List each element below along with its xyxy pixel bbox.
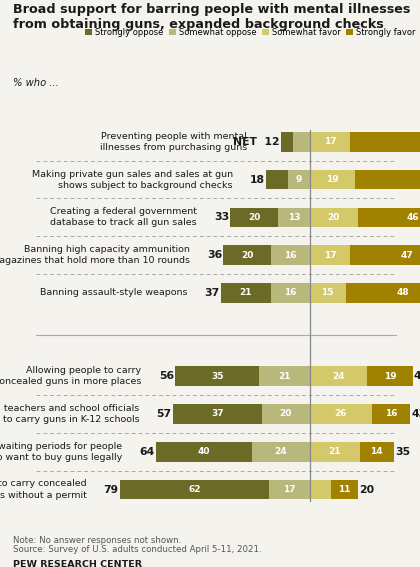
Text: 40: 40 bbox=[198, 447, 210, 456]
Text: 16: 16 bbox=[284, 251, 297, 260]
Bar bbox=[262, 404, 310, 424]
Text: 37: 37 bbox=[205, 288, 220, 298]
Bar bbox=[223, 246, 271, 265]
Bar bbox=[310, 442, 360, 462]
Bar bbox=[252, 442, 310, 462]
Text: 9: 9 bbox=[296, 175, 302, 184]
Bar bbox=[156, 442, 252, 462]
Text: Creating a federal government
database to track all gun sales: Creating a federal government database t… bbox=[50, 208, 197, 227]
Bar bbox=[310, 170, 355, 189]
Text: Banning high capacity ammunition
magazines that hold more than 10 rounds: Banning high capacity ammunition magazin… bbox=[0, 245, 189, 265]
Bar bbox=[281, 132, 293, 151]
Bar bbox=[231, 208, 278, 227]
Text: 24: 24 bbox=[275, 447, 287, 456]
Text: 35: 35 bbox=[395, 447, 410, 456]
Bar bbox=[346, 283, 420, 303]
Bar bbox=[350, 132, 420, 151]
Text: 20: 20 bbox=[248, 213, 260, 222]
Text: 16: 16 bbox=[385, 409, 397, 418]
Bar bbox=[310, 366, 367, 386]
Bar bbox=[310, 132, 350, 151]
Text: 35: 35 bbox=[211, 371, 223, 380]
Bar bbox=[278, 208, 310, 227]
Text: 62: 62 bbox=[188, 485, 201, 494]
Text: 46: 46 bbox=[407, 213, 419, 222]
Text: 19: 19 bbox=[384, 371, 396, 380]
Text: 18: 18 bbox=[250, 175, 265, 184]
Text: 17: 17 bbox=[283, 485, 296, 494]
Text: Allowing people to carry
concealed guns in more places: Allowing people to carry concealed guns … bbox=[0, 366, 142, 386]
Bar bbox=[357, 208, 420, 227]
Bar bbox=[266, 170, 288, 189]
Text: 20: 20 bbox=[359, 485, 374, 494]
Text: Source: Survey of U.S. adults conducted April 5-11, 2021.: Source: Survey of U.S. adults conducted … bbox=[13, 545, 261, 555]
Text: 17: 17 bbox=[324, 251, 336, 260]
Bar bbox=[269, 480, 310, 500]
Text: 64: 64 bbox=[139, 447, 155, 456]
Bar bbox=[310, 283, 346, 303]
Text: 20: 20 bbox=[328, 213, 340, 222]
Text: 26: 26 bbox=[335, 409, 347, 418]
Text: 24: 24 bbox=[332, 371, 345, 380]
Bar bbox=[175, 366, 259, 386]
Bar bbox=[173, 404, 262, 424]
Bar bbox=[120, 480, 269, 500]
Legend: Strongly oppose, Somewhat oppose, Somewhat favor, Strongly favor: Strongly oppose, Somewhat oppose, Somewh… bbox=[85, 28, 416, 37]
Bar bbox=[367, 366, 413, 386]
Text: 20: 20 bbox=[279, 409, 292, 418]
Text: 13: 13 bbox=[288, 213, 300, 222]
Text: NET  12: NET 12 bbox=[233, 137, 280, 147]
Text: Broad support for barring people with mental illnesses
from obtaining guns, expa: Broad support for barring people with me… bbox=[13, 3, 410, 31]
Bar bbox=[350, 246, 420, 265]
Text: 43: 43 bbox=[414, 371, 420, 381]
Text: 17: 17 bbox=[324, 137, 336, 146]
Text: 47: 47 bbox=[400, 251, 413, 260]
Text: 56: 56 bbox=[159, 371, 174, 381]
Text: % who ...: % who ... bbox=[13, 78, 58, 88]
Text: 57: 57 bbox=[157, 409, 172, 419]
Text: 11: 11 bbox=[338, 485, 351, 494]
Text: 21: 21 bbox=[328, 447, 341, 456]
Text: Preventing people with mental
illnesses from purchasing guns: Preventing people with mental illnesses … bbox=[100, 132, 247, 152]
Text: PEW RESEARCH CENTER: PEW RESEARCH CENTER bbox=[13, 560, 142, 567]
Bar bbox=[293, 132, 310, 151]
Bar bbox=[271, 246, 310, 265]
Bar bbox=[271, 283, 310, 303]
Text: Shortening waiting periods for people
who want to buy guns legally: Shortening waiting periods for people wh… bbox=[0, 442, 122, 462]
Text: Banning assault-style weapons: Banning assault-style weapons bbox=[40, 289, 187, 298]
Text: 14: 14 bbox=[370, 447, 383, 456]
Text: 43: 43 bbox=[412, 409, 420, 419]
Bar bbox=[331, 480, 357, 500]
Text: Allowing people to carry concealed
guns without a permit: Allowing people to carry concealed guns … bbox=[0, 480, 87, 500]
Text: 79: 79 bbox=[104, 485, 119, 494]
Bar bbox=[310, 246, 350, 265]
Text: 20: 20 bbox=[241, 251, 253, 260]
Text: 36: 36 bbox=[207, 250, 222, 260]
Text: Note: No answer responses not shown.: Note: No answer responses not shown. bbox=[13, 536, 181, 545]
Bar bbox=[310, 208, 357, 227]
Bar bbox=[310, 480, 331, 500]
Text: 21: 21 bbox=[240, 289, 252, 298]
Bar bbox=[310, 404, 372, 424]
Text: 16: 16 bbox=[284, 289, 297, 298]
Text: Making private gun sales and sales at gun
shows subject to background checks: Making private gun sales and sales at gu… bbox=[32, 170, 233, 189]
Text: 37: 37 bbox=[211, 409, 223, 418]
Bar bbox=[259, 366, 310, 386]
Text: Allowing teachers and school officials
to carry guns in K-12 schools: Allowing teachers and school officials t… bbox=[0, 404, 139, 424]
Bar bbox=[288, 170, 310, 189]
Bar bbox=[372, 404, 410, 424]
Text: 33: 33 bbox=[214, 213, 229, 222]
Text: 48: 48 bbox=[397, 289, 410, 298]
Text: 15: 15 bbox=[321, 289, 334, 298]
Bar bbox=[360, 442, 394, 462]
Bar bbox=[355, 170, 420, 189]
Text: 21: 21 bbox=[278, 371, 291, 380]
Bar bbox=[221, 283, 271, 303]
Text: 19: 19 bbox=[326, 175, 339, 184]
